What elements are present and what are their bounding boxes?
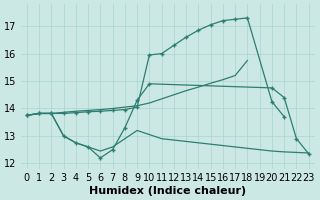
X-axis label: Humidex (Indice chaleur): Humidex (Indice chaleur) [89,186,246,196]
